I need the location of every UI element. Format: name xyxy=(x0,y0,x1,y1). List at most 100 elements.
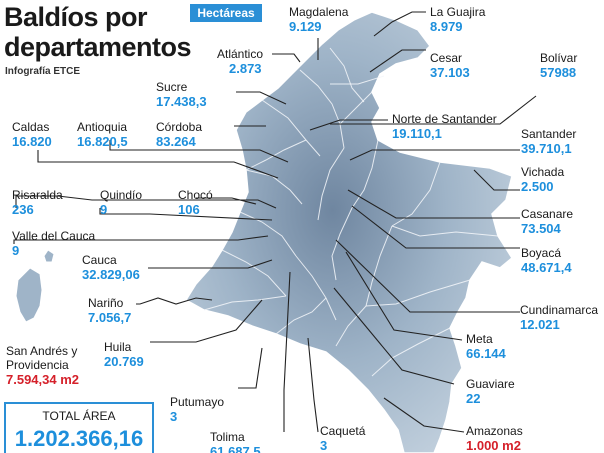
label-boyaca-name: Boyacá xyxy=(521,246,562,260)
label-huila-value: 20.769 xyxy=(104,354,144,369)
label-quindio-value: 9 xyxy=(100,202,108,217)
label-cundinamarca-name: Cundinamarca xyxy=(520,303,599,317)
label-caqueta: Caquetá 3 xyxy=(320,424,365,453)
leader-antioquia xyxy=(109,140,289,163)
label-valle-del-cauca-name: Valle del Cauca xyxy=(12,229,96,243)
label-amazonas-name: Amazonas xyxy=(466,424,523,438)
label-cundinamarca: Cundinamarca 12.021 xyxy=(520,303,598,332)
total-area-value: 1.202.366,16 xyxy=(14,426,144,451)
label-meta-value: 66.144 xyxy=(466,346,506,361)
leader-casanare xyxy=(347,189,520,219)
label-cesar: Cesar 37.103 xyxy=(430,51,470,80)
label-la-guajira-name: La Guajira xyxy=(430,5,486,19)
label-risaralda-name: Risaralda xyxy=(12,188,63,202)
label-cesar-name: Cesar xyxy=(430,51,463,65)
leader-santander xyxy=(349,149,520,161)
leader-vichada xyxy=(473,169,520,191)
credit: Infografía ETCE xyxy=(5,66,81,77)
label-magdalena: Magdalena 9.129 xyxy=(289,5,348,34)
label-vichada-name: Vichada xyxy=(521,165,565,179)
label-san-andres-name-2: Providencia xyxy=(6,358,69,372)
label-bolivar-name: Bolívar xyxy=(540,51,578,65)
label-norte-de-santander: Norte de Santander 19.110,1 xyxy=(392,112,497,141)
leader-cesar xyxy=(369,49,426,73)
title-line-1: Baldíos por xyxy=(4,2,148,32)
total-area-box: TOTAL ÁREA 1.202.366,16 xyxy=(4,402,154,453)
leader-tolima xyxy=(283,271,291,432)
label-san-andres-name-1: San Andrés y xyxy=(6,344,78,358)
label-valle-del-cauca-value: 9 xyxy=(12,243,20,258)
label-choco-value: 106 xyxy=(178,202,200,217)
leader-risaralda xyxy=(15,195,277,209)
label-san-andres: San Andrés y Providencia 7.594,34 m2 xyxy=(6,344,79,387)
leader-bolivar xyxy=(330,95,537,125)
leader-sucre xyxy=(236,91,287,105)
leader-caqueta xyxy=(307,337,319,433)
label-guaviare-name: Guaviare xyxy=(466,377,515,391)
leader-putumayo xyxy=(238,347,263,389)
label-quindio: Quindío 9 xyxy=(100,188,142,217)
unit-badge: Hectáreas xyxy=(190,4,262,22)
label-la-guajira-value: 8.979 xyxy=(430,19,463,34)
label-huila: Huila 20.769 xyxy=(104,340,144,369)
leader-norte xyxy=(309,119,388,131)
leader-meta xyxy=(345,251,463,341)
label-cauca-name: Cauca xyxy=(82,253,117,267)
label-sucre-value: 17.438,3 xyxy=(156,94,207,109)
leader-guaviare xyxy=(333,287,455,385)
label-valle-del-cauca: Valle del Cauca 9 xyxy=(12,229,95,258)
leader-caldas xyxy=(37,150,279,179)
label-cundinamarca-value: 12.021 xyxy=(520,317,560,332)
label-caqueta-name: Caquetá xyxy=(320,424,366,438)
label-narino-value: 7.056,7 xyxy=(88,310,132,325)
leader-choco xyxy=(196,197,257,205)
label-guaviare-value: 22 xyxy=(466,391,481,406)
label-guaviare: Guaviare 22 xyxy=(466,377,515,406)
leader-la-guajira xyxy=(373,11,426,37)
country-outline xyxy=(184,11,513,453)
label-tolima: Tolima 61.687,5 xyxy=(210,430,261,453)
label-caldas-name: Caldas xyxy=(12,120,50,134)
leader-cundinamarca xyxy=(335,239,520,313)
label-amazonas: Amazonas 1.000 m2 xyxy=(466,424,523,453)
label-tolima-value: 61.687,5 xyxy=(210,444,261,453)
label-risaralda-value: 236 xyxy=(12,202,34,217)
label-cauca-value: 32.829,06 xyxy=(82,267,140,282)
label-san-andres-value: 7.594,34 m2 xyxy=(6,372,80,387)
label-magdalena-value: 9.129 xyxy=(289,19,322,34)
label-boyaca-value: 48.671,4 xyxy=(521,260,572,275)
label-cauca: Cauca 32.829,06 xyxy=(82,253,140,282)
label-quindio-name: Quindío xyxy=(100,188,143,202)
label-atlantico-value: 2.873 xyxy=(229,61,262,76)
label-bolivar-value: 57988 xyxy=(540,65,577,80)
label-choco-name: Chocó xyxy=(178,188,213,202)
label-caldas-value: 16.820 xyxy=(12,134,52,149)
leader-huila xyxy=(150,299,263,343)
label-narino: Nariño 7.056,7 xyxy=(88,296,131,325)
leader-narino xyxy=(136,297,213,305)
label-cordoba-name: Córdoba xyxy=(156,120,203,134)
label-risaralda: Risaralda 236 xyxy=(12,188,63,217)
label-sucre: Sucre 17.438,3 xyxy=(156,80,207,109)
label-antioquia: Antioquia 16.820,5 xyxy=(77,120,128,149)
label-antioquia-name: Antioquia xyxy=(77,120,128,134)
label-huila-name: Huila xyxy=(104,340,132,354)
leader-quindio xyxy=(99,208,273,221)
label-casanare-value: 73.504 xyxy=(521,221,561,236)
label-santander: Santander 39.710,1 xyxy=(521,127,576,156)
label-putumayo: Putumayo 3 xyxy=(170,395,224,424)
label-amazonas-value: 1.000 m2 xyxy=(466,438,521,453)
label-vichada-value: 2.500 xyxy=(521,179,554,194)
page-title: Baldíos por departamentos xyxy=(4,2,192,62)
label-atlantico-name: Atlántico xyxy=(217,47,264,61)
label-choco: Chocó 106 xyxy=(178,188,213,217)
label-tolima-name: Tolima xyxy=(210,430,245,444)
label-casanare-name: Casanare xyxy=(521,207,574,221)
label-sucre-name: Sucre xyxy=(156,80,188,94)
label-caqueta-value: 3 xyxy=(320,438,328,453)
label-cesar-value: 37.103 xyxy=(430,65,470,80)
label-norte-de-santander-name: Norte de Santander xyxy=(392,112,497,126)
san-andres-inset xyxy=(15,249,55,323)
